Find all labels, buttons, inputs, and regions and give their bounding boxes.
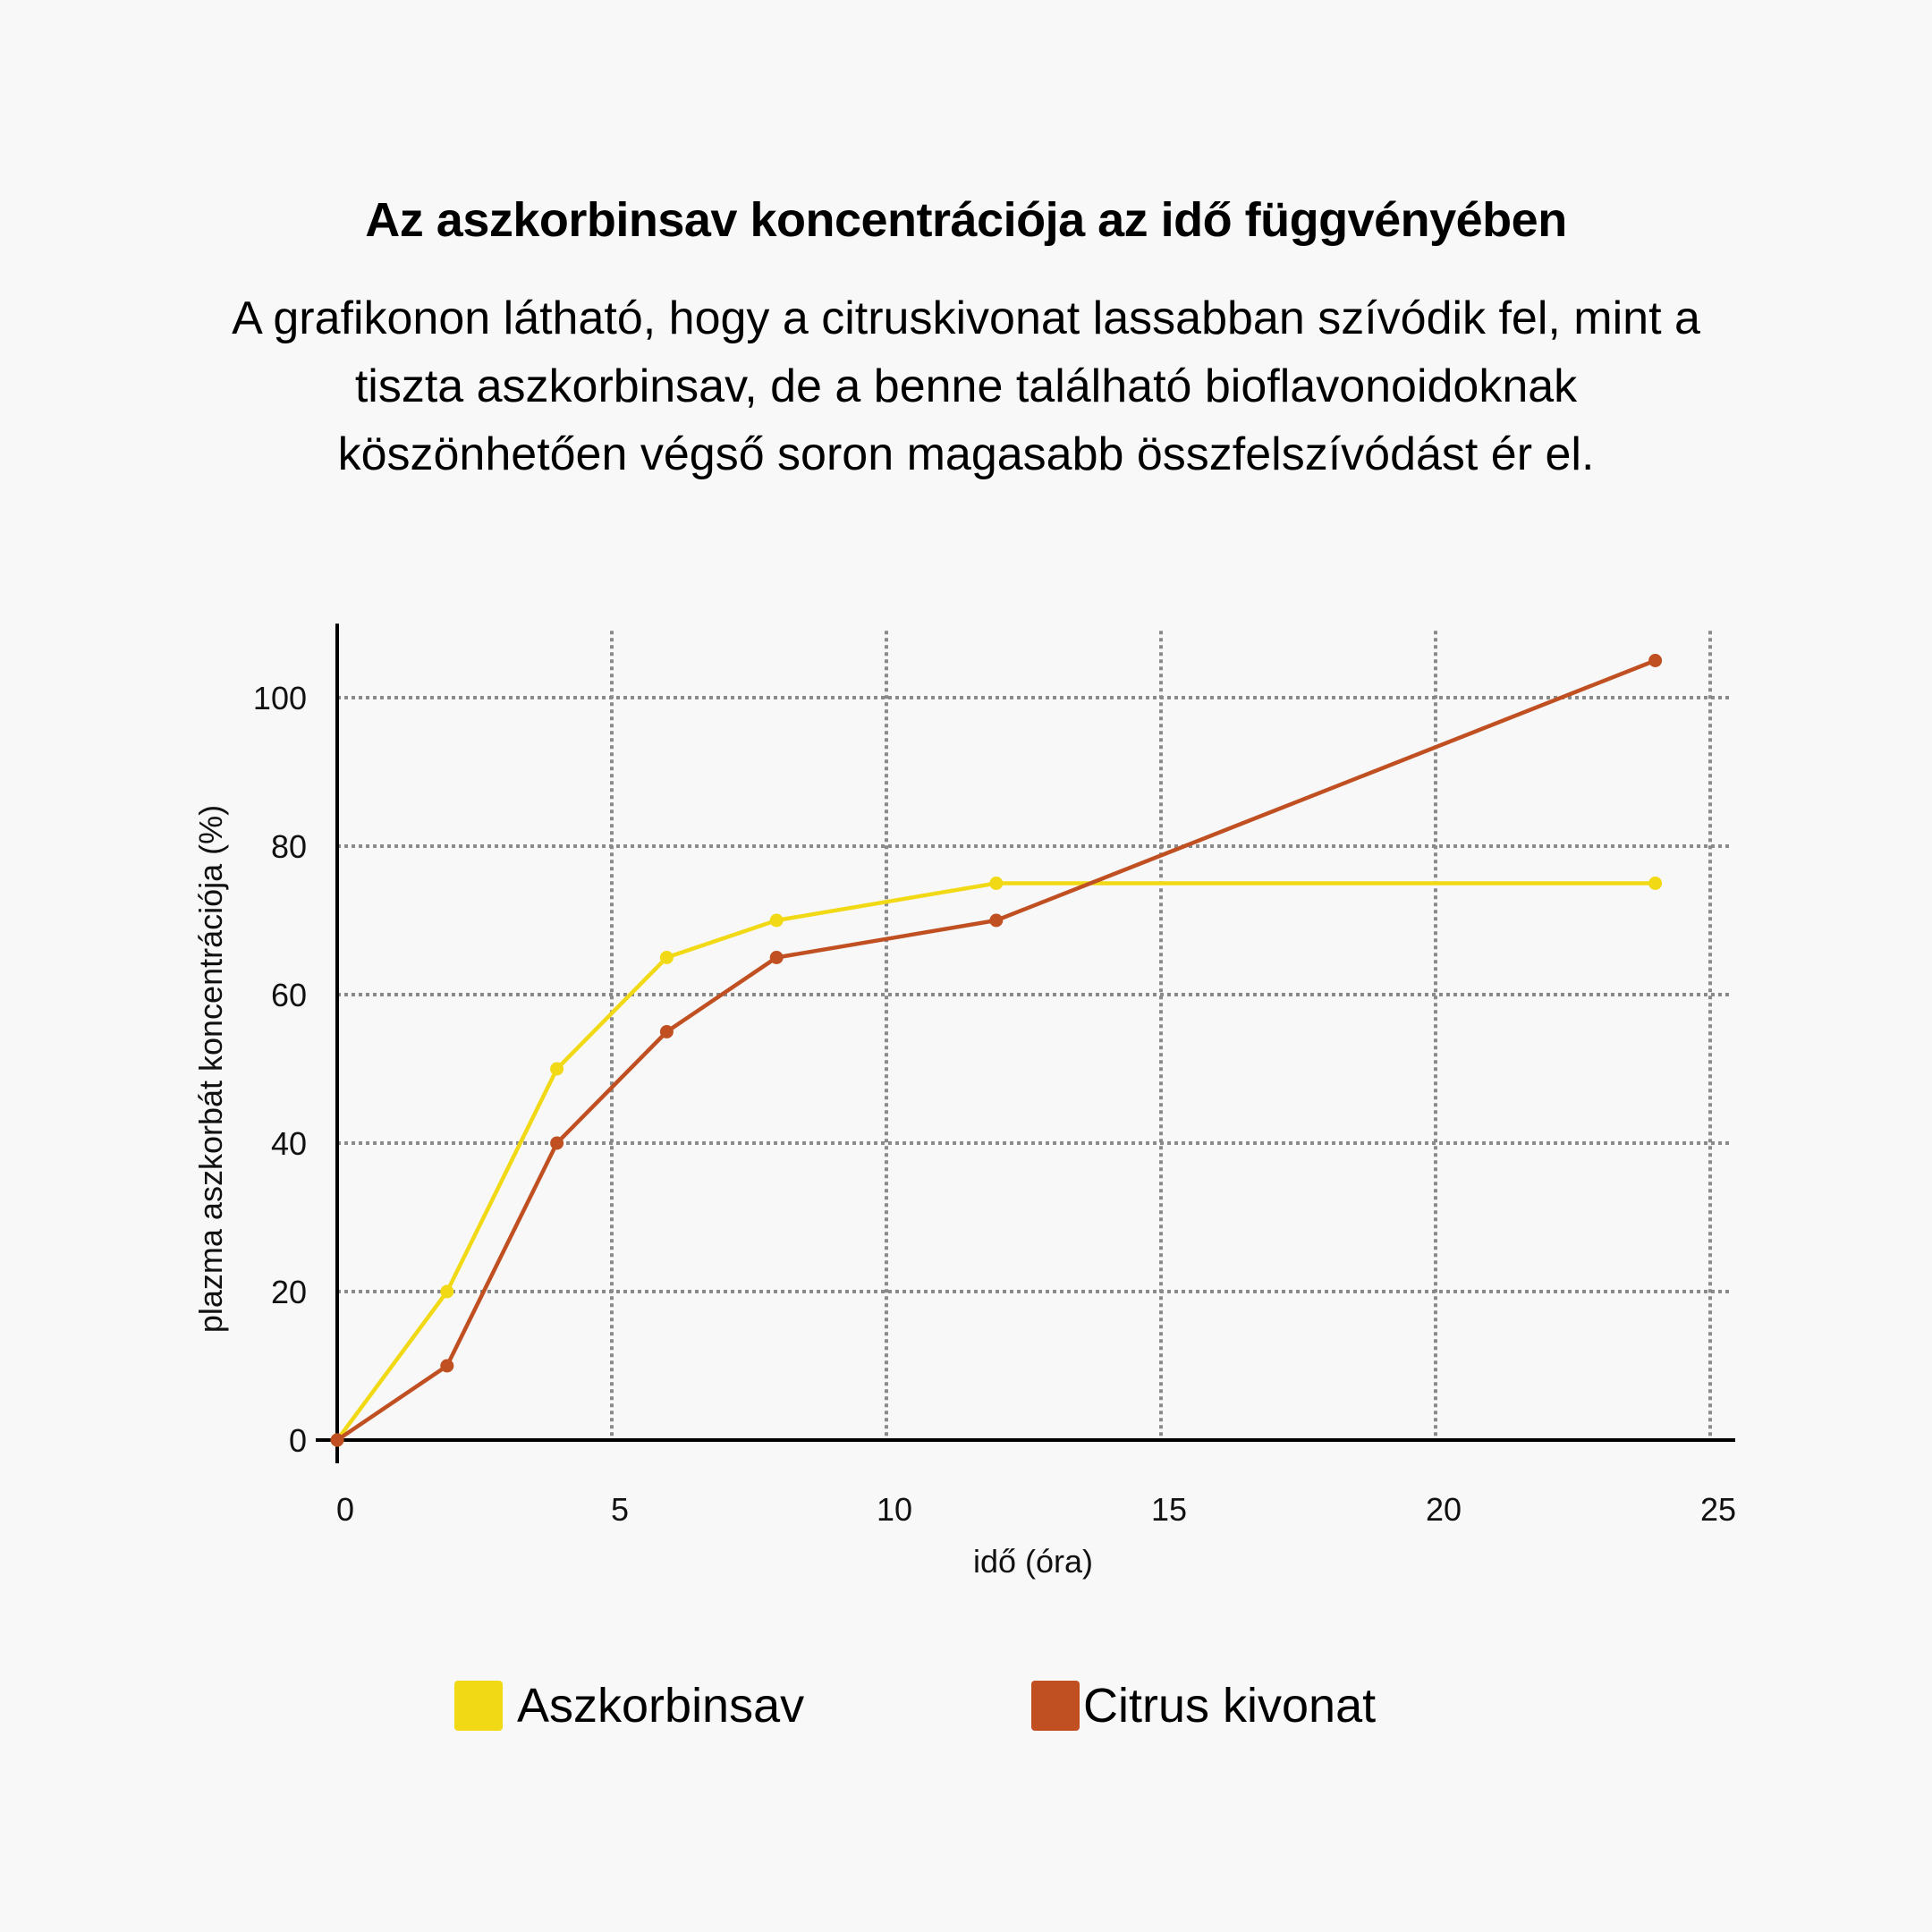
chart-title: Az aszkorbinsav koncentrációja az idő fü…	[365, 193, 1567, 247]
series-line-0	[335, 881, 1656, 1442]
data-point-marker[interactable]	[550, 1136, 564, 1150]
y-tick-label: 60	[271, 977, 307, 1013]
data-point-marker[interactable]	[550, 1062, 564, 1076]
data-point-marker[interactable]	[330, 1433, 344, 1447]
data-series	[330, 654, 1663, 1447]
y-axis-label: plazma aszkorbát koncentrációja (%)	[192, 805, 229, 1333]
legend-swatch-icon	[454, 1681, 503, 1731]
data-point-marker[interactable]	[440, 1359, 454, 1373]
grid-lines	[337, 631, 1733, 1440]
x-axis-label: idő (óra)	[973, 1543, 1093, 1580]
legend-label: Aszkorbinsav	[517, 1679, 805, 1733]
x-tick-label: 25	[1700, 1491, 1736, 1528]
legend-item-citrus-kivonat[interactable]: Citrus kivonat	[1031, 1679, 1376, 1733]
data-point-marker[interactable]	[1648, 654, 1663, 667]
y-tick-label: 0	[289, 1422, 307, 1459]
x-tick-label: 20	[1426, 1491, 1462, 1528]
data-point-marker[interactable]	[659, 951, 674, 964]
data-point-marker[interactable]	[989, 913, 1004, 928]
y-tick-label: 80	[271, 828, 307, 865]
x-tick-label: 5	[611, 1491, 629, 1528]
chart-subtitle: A grafikonon látható, hogy a citruskivon…	[232, 292, 1700, 480]
data-point-marker[interactable]	[769, 913, 784, 928]
legend-label: Citrus kivonat	[1083, 1679, 1377, 1733]
data-point-marker[interactable]	[440, 1284, 454, 1299]
data-point-marker[interactable]	[769, 951, 784, 964]
series-line-1	[335, 658, 1657, 1442]
data-point-marker[interactable]	[1648, 877, 1663, 890]
legend-item-aszkorbinsav[interactable]: Aszkorbinsav	[454, 1679, 804, 1733]
x-tick-label: 15	[1151, 1491, 1187, 1528]
y-tick-label: 20	[271, 1274, 307, 1310]
x-tick-label: 10	[877, 1491, 912, 1528]
axes	[316, 623, 1735, 1463]
data-point-marker[interactable]	[659, 1025, 674, 1038]
y-tick-label: 40	[271, 1125, 307, 1162]
x-tick-label: 0	[336, 1491, 354, 1528]
legend-swatch-icon	[1031, 1681, 1080, 1731]
y-tick-label: 100	[253, 680, 307, 716]
line-chart: 0 20 40 60 80 100 0 5 10 15 20 25 idő (óra) plazma …	[192, 623, 1736, 1580]
data-point-marker[interactable]	[989, 877, 1004, 890]
tick-labels: 0 20 40 60 80 100 0 5 10 15 20 25	[253, 680, 1736, 1528]
